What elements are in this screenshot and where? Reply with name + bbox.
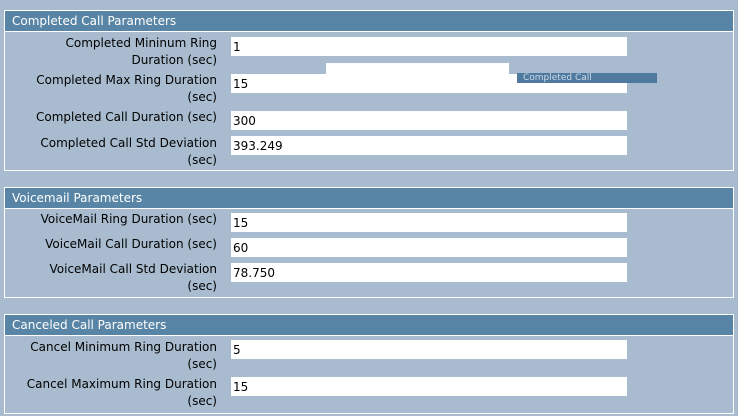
cancel-min-ring-input[interactable] <box>231 340 627 359</box>
cancel-max-ring-label-line2: (sec) <box>187 394 217 408</box>
completed-call-duration-label: Completed Call Duration (sec) <box>13 109 217 126</box>
voicemail-std-dev-label-line2: (sec) <box>187 279 217 293</box>
completed-call-duration-label-line1: Completed Call Duration (sec) <box>35 110 217 124</box>
completed-min-ring-label-line2: Duration (sec) <box>131 53 217 67</box>
voicemail-ring-input[interactable] <box>231 213 627 232</box>
voicemail-ring-label-line1: VoiceMail Ring Duration (sec) <box>40 212 217 226</box>
cancel-max-ring-input[interactable] <box>231 377 627 396</box>
completed-max-ring-label-line2: (sec) <box>187 90 217 104</box>
voicemail-std-dev-label: VoiceMail Call Std Deviation (sec) <box>13 261 218 295</box>
completed-call-duration-input[interactable] <box>231 111 627 130</box>
completed-std-dev-label: Completed Call Std Deviation (sec) <box>13 135 217 169</box>
voicemail-call-duration-label: VoiceMail Call Duration (sec) <box>13 236 217 253</box>
voicemail-std-dev-input[interactable] <box>231 263 627 282</box>
voicemail-panel: Voicemail Parameters VoiceMail Ring Dura… <box>4 187 734 298</box>
completed-min-ring-label: Completed Mininum Ring Duration (sec) <box>13 35 218 69</box>
completed-min-ring-input[interactable] <box>231 37 627 56</box>
completed-call-panel: Completed Call Parameters Completed Mini… <box>4 10 734 171</box>
voicemail-header: Voicemail Parameters <box>5 188 733 209</box>
canceled-call-panel: Canceled Call Parameters Cancel Minimum … <box>4 314 734 414</box>
voicemail-call-duration-label-line1: VoiceMail Call Duration (sec) <box>45 237 217 251</box>
voicemail-std-dev-label-line1: VoiceMail Call Std Deviation <box>49 262 218 276</box>
floating-tooltip: Completed Call <box>517 73 657 83</box>
voicemail-call-duration-input[interactable] <box>231 238 627 257</box>
completed-max-ring-label-line1: Completed Max Ring Duration <box>36 73 217 87</box>
completed-call-header: Completed Call Parameters <box>5 11 733 32</box>
canceled-call-header: Canceled Call Parameters <box>5 315 733 336</box>
floating-popup-box <box>326 63 509 81</box>
voicemail-ring-label: VoiceMail Ring Duration (sec) <box>13 211 217 228</box>
cancel-max-ring-label-line1: Cancel Maximum Ring Duration <box>26 377 217 391</box>
cancel-min-ring-label-line1: Cancel Minimum Ring Duration <box>30 340 217 354</box>
cancel-min-ring-label-line2: (sec) <box>187 357 217 371</box>
completed-std-dev-input[interactable] <box>231 136 627 155</box>
completed-std-dev-label-line1: Completed Call Std Deviation <box>40 136 217 150</box>
completed-std-dev-label-line2: (sec) <box>187 153 217 167</box>
completed-min-ring-label-line1: Completed Mininum Ring <box>65 36 218 50</box>
completed-max-ring-label: Completed Max Ring Duration (sec) <box>13 72 217 106</box>
cancel-min-ring-label: Cancel Minimum Ring Duration (sec) <box>13 339 217 373</box>
cancel-max-ring-label: Cancel Maximum Ring Duration (sec) <box>13 376 217 410</box>
